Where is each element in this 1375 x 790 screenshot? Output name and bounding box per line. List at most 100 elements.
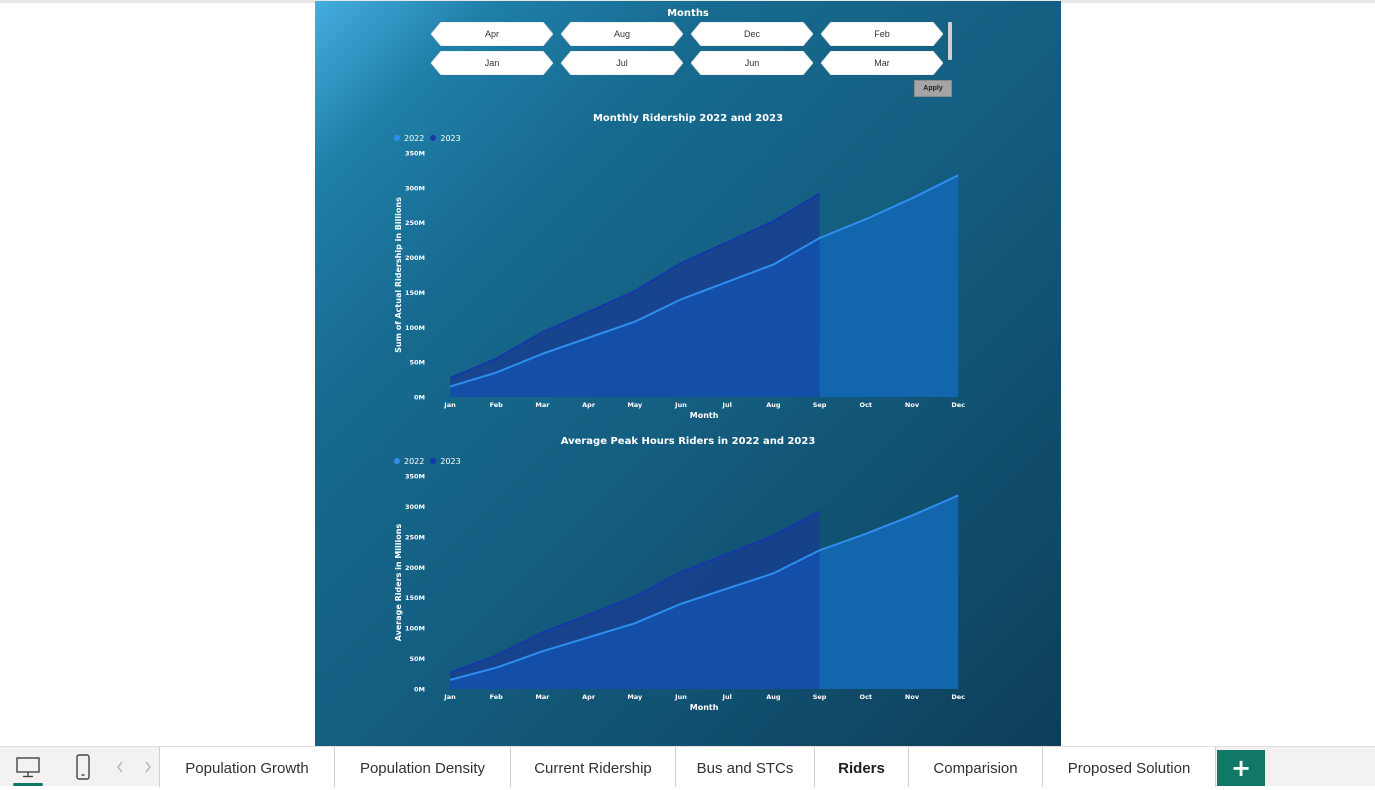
x-tick-label: Jan xyxy=(443,401,456,409)
peak-hours-chart[interactable]: 0M 50M 100M 150M 200M 250M 300M 350M Jan Feb Mar Ap… xyxy=(315,464,1061,724)
y-tick-label: 350M xyxy=(405,473,425,481)
x-tick-label: Dec xyxy=(951,693,965,701)
x-tick-label: Jan xyxy=(443,693,456,701)
x-tick-label: Oct xyxy=(860,401,873,409)
month-chip-apr[interactable]: Apr xyxy=(431,22,553,46)
month-chip-label: Aug xyxy=(613,29,630,39)
month-chip-aug[interactable]: Aug xyxy=(561,22,683,46)
tab-current-ridership[interactable]: Current Ridership xyxy=(511,747,676,787)
legend-dot-2023 xyxy=(430,135,437,141)
legend-dot-2022 xyxy=(394,135,400,141)
x-tick-label: Jul xyxy=(722,401,732,409)
y-tick-label: 250M xyxy=(405,219,425,227)
apply-button[interactable]: Apply xyxy=(914,80,952,97)
month-chip-dec[interactable]: Dec xyxy=(691,22,813,46)
area-2022 xyxy=(450,238,820,397)
report-canvas: Months Apr Aug Dec Feb Jan Jul Jun Mar Apply Mo… xyxy=(315,1,1061,746)
y-tick-label: 0M xyxy=(414,394,425,402)
month-chip-jul[interactable]: Jul xyxy=(561,51,683,75)
y-tick-label: 100M xyxy=(405,625,425,633)
month-chip-mar[interactable]: Mar xyxy=(821,51,943,75)
x-tick-label: May xyxy=(627,401,643,409)
area-2023 xyxy=(450,193,820,387)
x-tick-label: Aug xyxy=(766,401,781,409)
y-tick-label: 50M xyxy=(409,359,425,367)
x-tick-label: Dec xyxy=(951,401,965,409)
x-tick-label: Mar xyxy=(535,693,550,701)
y-tick-label: 50M xyxy=(409,655,425,663)
x-tick-label: Sep xyxy=(813,693,827,701)
tab-separator xyxy=(159,747,160,787)
tab-population-growth[interactable]: Population Growth xyxy=(160,747,335,787)
area-2022 xyxy=(450,550,820,689)
legend-label-2023: 2023 xyxy=(440,133,461,143)
mobile-view-icon[interactable] xyxy=(70,747,96,787)
y-tick-label: 300M xyxy=(405,184,425,192)
y-tick-label: 150M xyxy=(405,289,425,297)
legend-monthly-ridership: 2022 2023 xyxy=(394,132,463,144)
legend-dot-2022 xyxy=(394,458,400,464)
area-2023 xyxy=(450,511,820,680)
x-tick-label: May xyxy=(627,693,643,701)
month-chip-label: Mar xyxy=(874,58,890,68)
tab-riders[interactable]: Riders xyxy=(815,747,909,787)
month-chip-feb[interactable]: Feb xyxy=(821,22,943,46)
chart-title-monthly-ridership: Monthly Ridership 2022 and 2023 xyxy=(592,113,784,124)
area-2022-future xyxy=(819,175,959,397)
month-chip-label: Jul xyxy=(616,58,628,68)
tab-bus-and-stcs[interactable]: Bus and STCs xyxy=(676,747,815,787)
y-tick-label: 200M xyxy=(405,254,425,262)
y-tick-label: 100M xyxy=(405,324,425,332)
legend-dot-2023 xyxy=(430,458,437,464)
line-2023 xyxy=(449,192,821,380)
x-tick-label: Apr xyxy=(582,693,596,701)
legend-peak-hours: 2022 2023 xyxy=(394,455,463,467)
line-2022 xyxy=(449,494,959,681)
x-tick-label: Nov xyxy=(905,401,920,409)
slicer-scrollbar[interactable] xyxy=(948,22,952,60)
x-tick-label: Feb xyxy=(490,693,504,701)
x-tick-label: Mar xyxy=(535,401,550,409)
month-chip-jun[interactable]: Jun xyxy=(691,51,813,75)
month-chip-label: Dec xyxy=(743,29,760,39)
y-axis-title: Average Riders in Millions xyxy=(394,524,403,642)
page-tab-bar: Population Growth Population Density Curre… xyxy=(0,746,1375,787)
legend-label-2022: 2022 xyxy=(404,133,425,143)
y-tick-label: 350M xyxy=(405,150,425,158)
x-tick-label: Jun xyxy=(674,401,687,409)
x-tick-label: Sep xyxy=(813,401,827,409)
x-axis-title: Month xyxy=(690,411,719,420)
legend-label-2023: 2023 xyxy=(440,456,461,466)
chart-title-peak-hours: Average Peak Hours Riders in 2022 and 20… xyxy=(560,436,816,447)
y-tick-label: 0M xyxy=(414,686,425,694)
x-tick-label: Jul xyxy=(722,693,732,701)
x-tick-label: Apr xyxy=(582,401,596,409)
monthly-ridership-chart[interactable]: 0M 50M 100M 150M 200M 250M 300M 350M Jan Feb Mar Ap… xyxy=(315,141,1061,431)
area-2022-future xyxy=(819,495,959,689)
add-page-button[interactable]: + xyxy=(1217,750,1265,786)
slicer-title: Months xyxy=(667,8,709,19)
tab-comparision[interactable]: Comparision xyxy=(909,747,1043,787)
month-chip-label: Jan xyxy=(484,58,500,68)
x-axis-title: Month xyxy=(690,703,719,712)
y-axis-title: Sum of Actual Ridership in Billions xyxy=(394,197,403,353)
month-chip-label: Jun xyxy=(744,58,760,68)
x-tick-label: Jun xyxy=(674,693,687,701)
y-tick-label: 300M xyxy=(405,503,425,511)
month-chip-jan[interactable]: Jan xyxy=(431,51,553,75)
line-2023 xyxy=(449,510,821,674)
desktop-view-icon[interactable] xyxy=(13,747,43,787)
tab-proposed-solution[interactable]: Proposed Solution xyxy=(1043,747,1216,787)
chevron-right-icon[interactable] xyxy=(140,747,156,787)
tab-population-density[interactable]: Population Density xyxy=(335,747,511,787)
x-tick-label: Aug xyxy=(766,693,781,701)
y-tick-label: 200M xyxy=(405,564,425,572)
x-tick-label: Oct xyxy=(860,693,873,701)
month-chip-label: Apr xyxy=(484,29,499,39)
month-chip-label: Feb xyxy=(874,29,890,39)
y-tick-label: 250M xyxy=(405,533,425,541)
line-2022 xyxy=(449,174,959,388)
chevron-left-icon[interactable] xyxy=(112,747,128,787)
y-tick-label: 150M xyxy=(405,594,425,602)
desktop-view-indicator xyxy=(13,783,43,786)
